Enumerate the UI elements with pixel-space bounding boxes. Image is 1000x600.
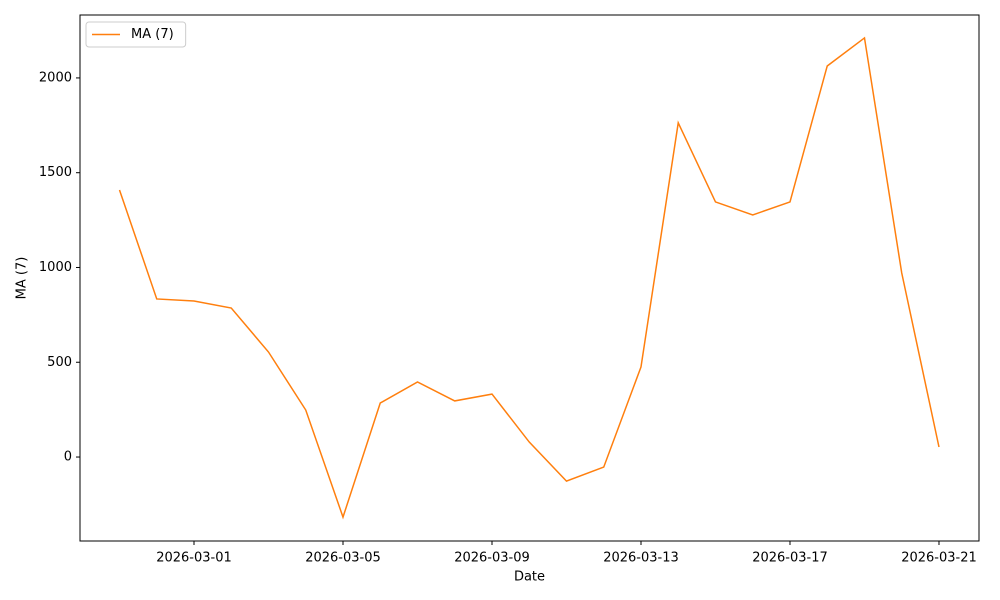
x-axis-label: Date bbox=[514, 570, 545, 585]
x-tick-label: 2026-03-17 bbox=[752, 551, 828, 566]
y-tick-label: 1500 bbox=[39, 165, 72, 180]
legend-box bbox=[85, 21, 187, 48]
x-tick-label: 2026-03-09 bbox=[454, 551, 530, 566]
y-tick-label: 1000 bbox=[39, 260, 72, 275]
x-tick-label: 2026-03-01 bbox=[156, 551, 232, 566]
y-axis-label: MA (7) bbox=[15, 257, 30, 300]
y-tick-label: 2000 bbox=[39, 70, 72, 85]
data-line bbox=[118, 36, 940, 520]
y-tick-label: 500 bbox=[47, 355, 72, 370]
x-tick-label: 2026-03-21 bbox=[901, 551, 977, 566]
x-tick-label: 2026-03-05 bbox=[305, 551, 381, 566]
y-tick-label: 0 bbox=[64, 450, 72, 465]
legend-label: MA (7) bbox=[131, 27, 174, 42]
x-tick-label: 2026-03-13 bbox=[603, 551, 679, 566]
plot-frame bbox=[79, 14, 980, 542]
